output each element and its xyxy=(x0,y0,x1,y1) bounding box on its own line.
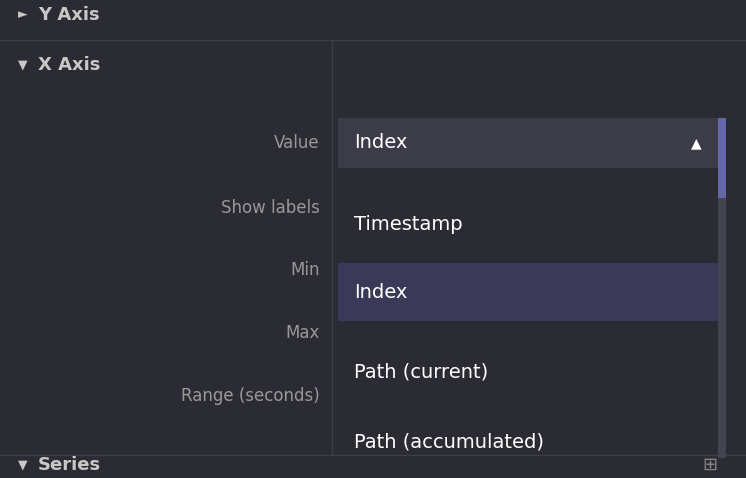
Text: Max: Max xyxy=(286,324,320,342)
Text: Value: Value xyxy=(275,134,320,152)
Bar xyxy=(338,263,718,321)
Text: Path (current): Path (current) xyxy=(354,362,488,381)
Text: Series: Series xyxy=(38,456,101,474)
Text: Index: Index xyxy=(354,133,407,152)
Bar xyxy=(338,118,718,168)
Text: ▼: ▼ xyxy=(18,458,28,471)
Text: ▼: ▼ xyxy=(18,58,28,72)
Text: Range (seconds): Range (seconds) xyxy=(181,387,320,405)
Text: X Axis: X Axis xyxy=(38,56,101,74)
Text: Timestamp: Timestamp xyxy=(354,215,463,233)
Text: Show labels: Show labels xyxy=(221,199,320,217)
Text: ►: ► xyxy=(18,9,28,22)
Text: Min: Min xyxy=(290,261,320,279)
Text: Path (accumulated): Path (accumulated) xyxy=(354,433,544,452)
Text: Y Axis: Y Axis xyxy=(38,6,100,24)
Bar xyxy=(718,118,726,458)
Text: ▲: ▲ xyxy=(691,136,701,150)
Text: ⊞: ⊞ xyxy=(703,456,718,474)
Bar xyxy=(718,118,726,198)
Text: Index: Index xyxy=(354,282,407,302)
